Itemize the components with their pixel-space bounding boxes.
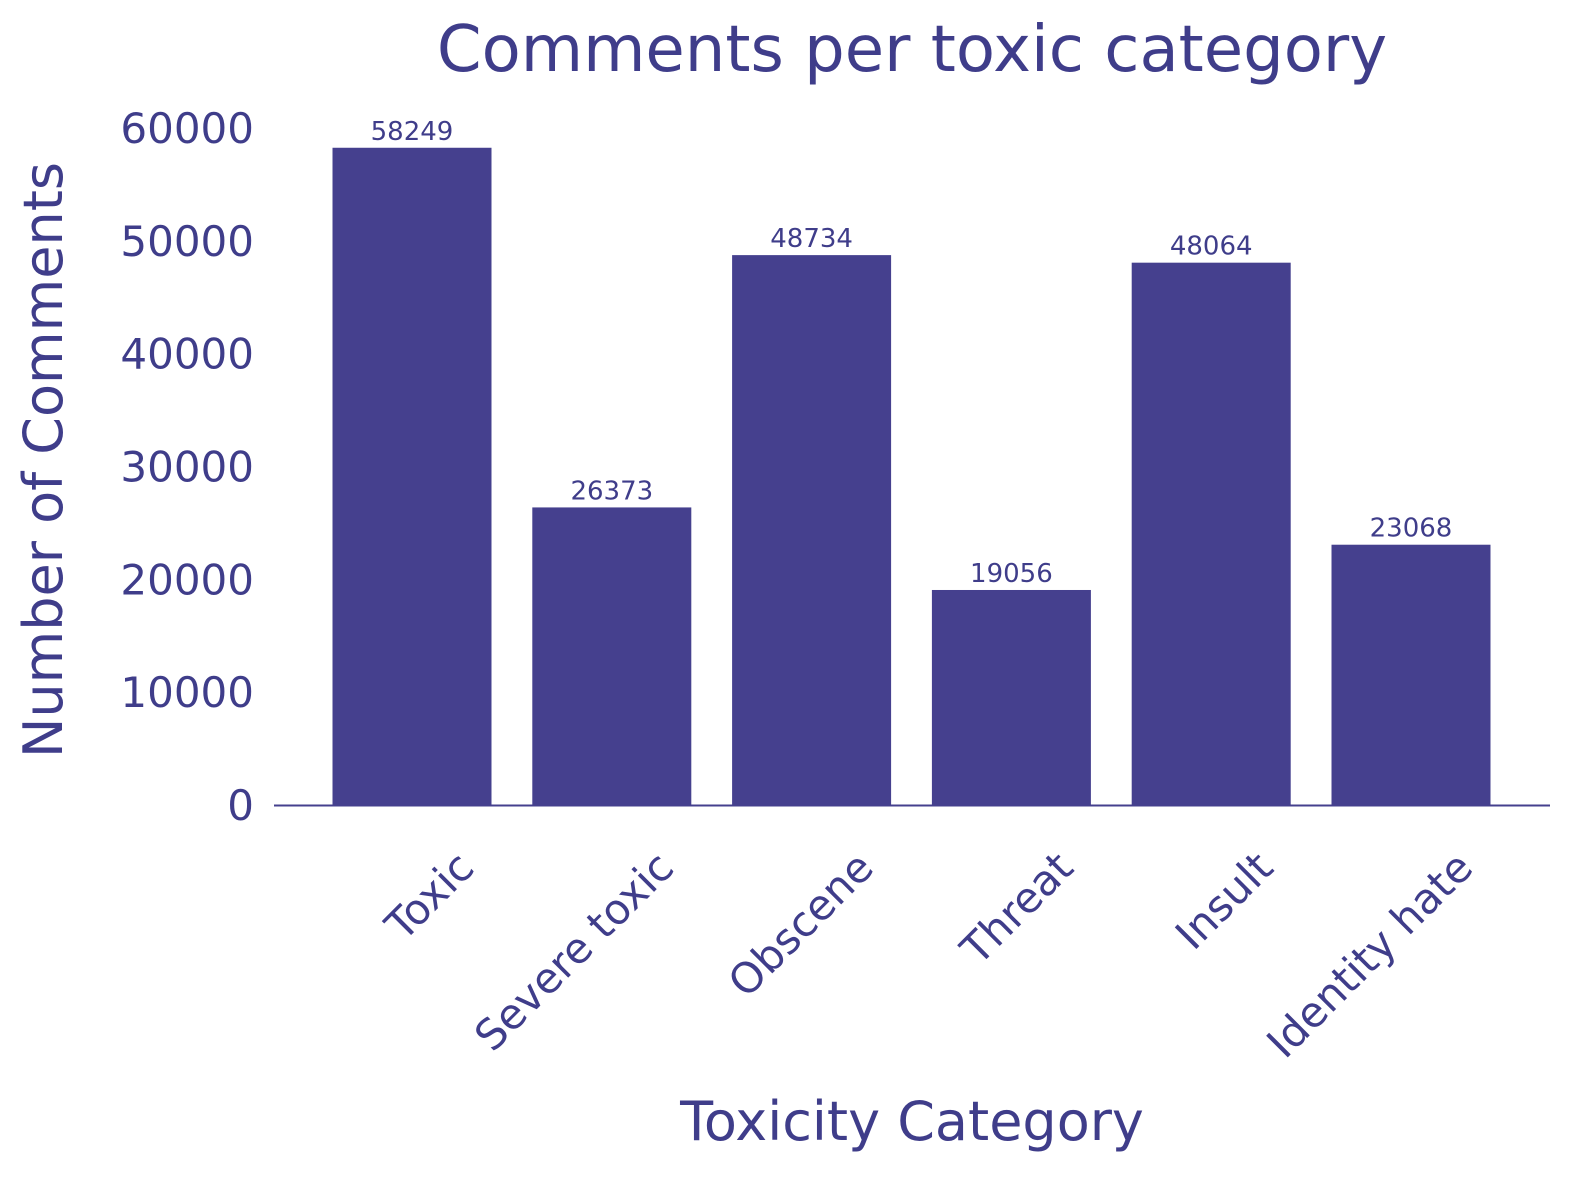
data-label: 23068 (1370, 514, 1453, 544)
y-tick-label: 0 (227, 781, 254, 830)
y-tick-label: 60000 (120, 104, 254, 153)
bars-group (332, 147, 1491, 806)
y-tick-label: 30000 (120, 443, 254, 492)
x-tick-label: Threat (951, 842, 1083, 974)
bar (532, 507, 692, 805)
y-axis: 0 10000 20000 30000 40000 50000 60000 (120, 104, 254, 830)
y-tick-label: 50000 (120, 217, 254, 266)
bar (1331, 544, 1491, 805)
x-tick-label: Severe toxic (465, 842, 683, 1060)
x-tick-label: Identity hate (1257, 842, 1482, 1067)
bar (931, 589, 1091, 805)
data-labels-group: 58249 26373 48734 19056 48064 23068 (371, 117, 1453, 589)
chart-title: Comments per toxic category (437, 13, 1387, 87)
y-tick-label: 20000 (120, 555, 254, 604)
y-tick-label: 40000 (120, 330, 254, 379)
x-tick-label: Toxic (375, 842, 483, 950)
y-tick-label: 10000 (120, 668, 254, 717)
y-axis-label: Number of Comments (12, 162, 75, 758)
data-label: 58249 (371, 117, 454, 147)
bar (732, 255, 892, 805)
data-label: 48064 (1170, 232, 1253, 262)
data-label: 26373 (570, 476, 653, 506)
x-axis-label: Toxicity Category (679, 1090, 1144, 1153)
bar (1131, 262, 1291, 805)
x-tick-label: Insult (1166, 842, 1282, 958)
x-tick-label: Obscene (719, 842, 883, 1006)
bar (332, 147, 492, 806)
data-label: 48734 (770, 224, 853, 254)
data-label: 19056 (970, 559, 1053, 589)
